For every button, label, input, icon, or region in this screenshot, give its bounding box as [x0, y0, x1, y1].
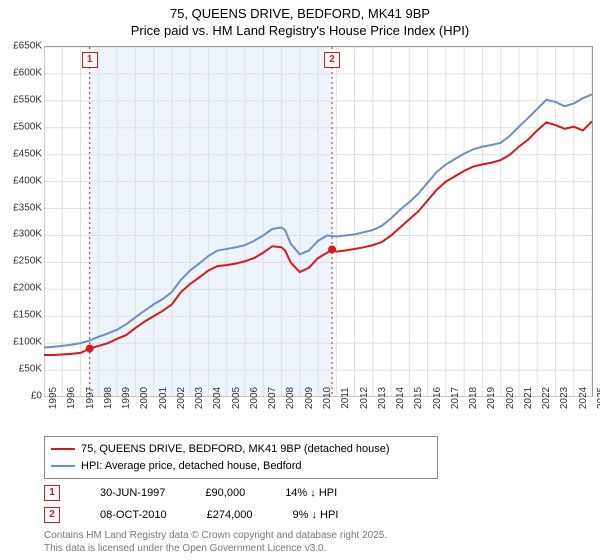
xtick-label: 2018	[468, 387, 479, 409]
ytick-label: £650K	[13, 41, 42, 52]
ytick-label: £250K	[13, 256, 42, 267]
legend-swatch-2	[51, 465, 75, 467]
marker-date-1: 30-JUN-1997	[100, 487, 165, 499]
marker-row-1: 1 30-JUN-1997 £90,000 14% ↓ HPI	[44, 485, 592, 501]
xtick-label: 2002	[176, 387, 187, 409]
ytick-label: £0	[31, 391, 42, 402]
legend-label-2: HPI: Average price, detached house, Bedf…	[81, 458, 302, 475]
xtick-label: 2006	[249, 387, 260, 409]
legend-box: 75, QUEENS DRIVE, BEDFORD, MK41 9BP (det…	[44, 436, 438, 479]
ytick-label: £300K	[13, 229, 42, 240]
ytick-label: £350K	[13, 202, 42, 213]
xtick-label: 1995	[48, 387, 59, 409]
ytick-label: £500K	[13, 121, 42, 132]
marker-price-1: £90,000	[205, 487, 245, 499]
xtick-label: 2012	[359, 387, 370, 409]
xtick-label: 2008	[285, 387, 296, 409]
attribution: Contains HM Land Registry data © Crown c…	[44, 529, 592, 555]
xtick-label: 1996	[66, 387, 77, 409]
xtick-label: 2021	[523, 387, 534, 409]
marker-badge-1: 1	[44, 485, 60, 501]
ytick-label: £50K	[19, 364, 42, 375]
xtick-label: 2000	[139, 387, 150, 409]
xtick-label: 1997	[85, 387, 96, 409]
legend-row-1: 75, QUEENS DRIVE, BEDFORD, MK41 9BP (det…	[51, 441, 431, 458]
xtick-label: 2003	[194, 387, 205, 409]
bottom-section: 75, QUEENS DRIVE, BEDFORD, MK41 9BP (det…	[44, 436, 592, 555]
chart-plot-area	[44, 46, 593, 397]
marker-row-2: 2 08-OCT-2010 £274,000 9% ↓ HPI	[44, 507, 592, 523]
xtick-label: 2004	[212, 387, 223, 409]
chart-vline-marker: 1	[82, 52, 98, 68]
ytick-label: £600K	[13, 67, 42, 78]
xtick-label: 2005	[231, 387, 242, 409]
ytick-label: £550K	[13, 94, 42, 105]
xtick-label: 2020	[505, 387, 516, 409]
xtick-label: 2001	[158, 387, 169, 409]
ytick-label: £450K	[13, 148, 42, 159]
xtick-label: 2024	[578, 387, 589, 409]
xtick-label: 2011	[340, 387, 351, 409]
ytick-label: £200K	[13, 283, 42, 294]
legend-row-2: HPI: Average price, detached house, Bedf…	[51, 458, 431, 475]
xtick-label: 2022	[541, 387, 552, 409]
xtick-label: 2025	[596, 387, 600, 409]
marker-price-2: £274,000	[207, 509, 253, 521]
xtick-label: 2017	[450, 387, 461, 409]
chart-title: 75, QUEENS DRIVE, BEDFORD, MK41 9BP Pric…	[0, 0, 600, 40]
marker-badge-2: 2	[44, 507, 60, 523]
marker-delta-2: 9% ↓ HPI	[293, 509, 339, 521]
xtick-label: 2019	[486, 387, 497, 409]
xtick-label: 2016	[432, 387, 443, 409]
attribution-line-2: This data is licensed under the Open Gov…	[44, 542, 592, 555]
legend-label-1: 75, QUEENS DRIVE, BEDFORD, MK41 9BP (det…	[81, 441, 390, 458]
chart-vline-marker: 2	[324, 52, 340, 68]
chart-svg	[44, 47, 592, 397]
xtick-label: 2013	[377, 387, 388, 409]
xtick-label: 2009	[304, 387, 315, 409]
xtick-label: 2015	[413, 387, 424, 409]
title-line-2: Price paid vs. HM Land Registry's House …	[0, 23, 600, 40]
xtick-label: 2014	[395, 387, 406, 409]
xtick-label: 1999	[121, 387, 132, 409]
legend-swatch-1	[51, 448, 75, 450]
xtick-label: 2023	[559, 387, 570, 409]
xtick-label: 1998	[103, 387, 114, 409]
ytick-label: £150K	[13, 310, 42, 321]
xtick-label: 2010	[322, 387, 333, 409]
chart-container: 75, QUEENS DRIVE, BEDFORD, MK41 9BP Pric…	[0, 0, 600, 560]
title-line-1: 75, QUEENS DRIVE, BEDFORD, MK41 9BP	[0, 6, 600, 23]
ytick-label: £100K	[13, 337, 42, 348]
marker-date-2: 08-OCT-2010	[100, 509, 167, 521]
attribution-line-1: Contains HM Land Registry data © Crown c…	[44, 529, 592, 542]
marker-delta-1: 14% ↓ HPI	[285, 487, 337, 499]
xtick-label: 2007	[267, 387, 278, 409]
ytick-label: £400K	[13, 175, 42, 186]
